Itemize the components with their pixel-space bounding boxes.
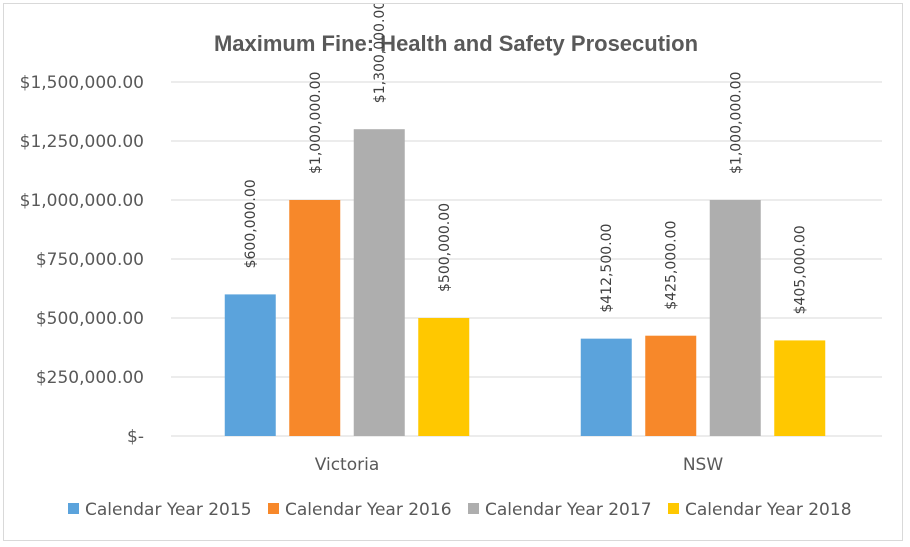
y-tick-label: $750,000.00 xyxy=(36,250,144,270)
legend-label: Calendar Year 2016 xyxy=(285,500,452,520)
y-tick-label: $- xyxy=(127,427,144,447)
data-label: $600,000.00 xyxy=(243,179,259,268)
bar xyxy=(709,200,761,436)
category-label: Victoria xyxy=(315,455,380,475)
bar xyxy=(289,200,341,436)
legend-swatch xyxy=(468,503,479,514)
legend-label: Calendar Year 2015 xyxy=(85,500,252,520)
bar xyxy=(645,335,697,436)
bar xyxy=(353,129,405,436)
data-label: $1,000,000.00 xyxy=(728,72,744,174)
data-label: $500,000.00 xyxy=(437,203,453,292)
y-tick-label: $1,500,000.00 xyxy=(20,73,144,93)
bars xyxy=(224,129,826,436)
data-label: $1,300,000.00 xyxy=(372,4,388,103)
x-axis-category-labels: Victoria NSW xyxy=(315,455,724,475)
legend-swatch xyxy=(668,503,679,514)
data-label: $425,000.00 xyxy=(664,221,680,310)
y-tick-label: $1,250,000.00 xyxy=(20,132,144,152)
bar-chart: Maximum Fine: Health and Safety Prosecut… xyxy=(20,4,882,520)
chart-title: Maximum Fine: Health and Safety Prosecut… xyxy=(214,31,698,56)
bar xyxy=(580,338,632,436)
data-label: $405,000.00 xyxy=(793,225,809,314)
legend-label: Calendar Year 2017 xyxy=(485,500,652,520)
y-axis-tick-labels: $- $250,000.00 $500,000.00 $750,000.00 $1,00… xyxy=(20,73,144,447)
category-label: NSW xyxy=(683,455,724,475)
bar xyxy=(418,318,470,436)
legend-label: Calendar Year 2018 xyxy=(685,500,852,520)
chart-frame: Maximum Fine: Health and Safety Prosecut… xyxy=(3,3,903,541)
data-label: $1,000,000.00 xyxy=(308,72,324,174)
bar xyxy=(774,340,826,436)
legend-swatch xyxy=(68,503,79,514)
legend-swatch xyxy=(268,503,279,514)
y-tick-label: $500,000.00 xyxy=(36,309,144,329)
legend: Calendar Year 2015 Calendar Year 2016 Cale… xyxy=(68,500,852,520)
data-labels: $600,000.00 $1,000,000.00 $1,300,000.00 $50… xyxy=(243,4,809,314)
y-tick-label: $250,000.00 xyxy=(36,368,144,388)
bar xyxy=(224,294,276,436)
data-label: $412,500.00 xyxy=(599,224,615,313)
y-tick-label: $1,000,000.00 xyxy=(20,191,144,211)
